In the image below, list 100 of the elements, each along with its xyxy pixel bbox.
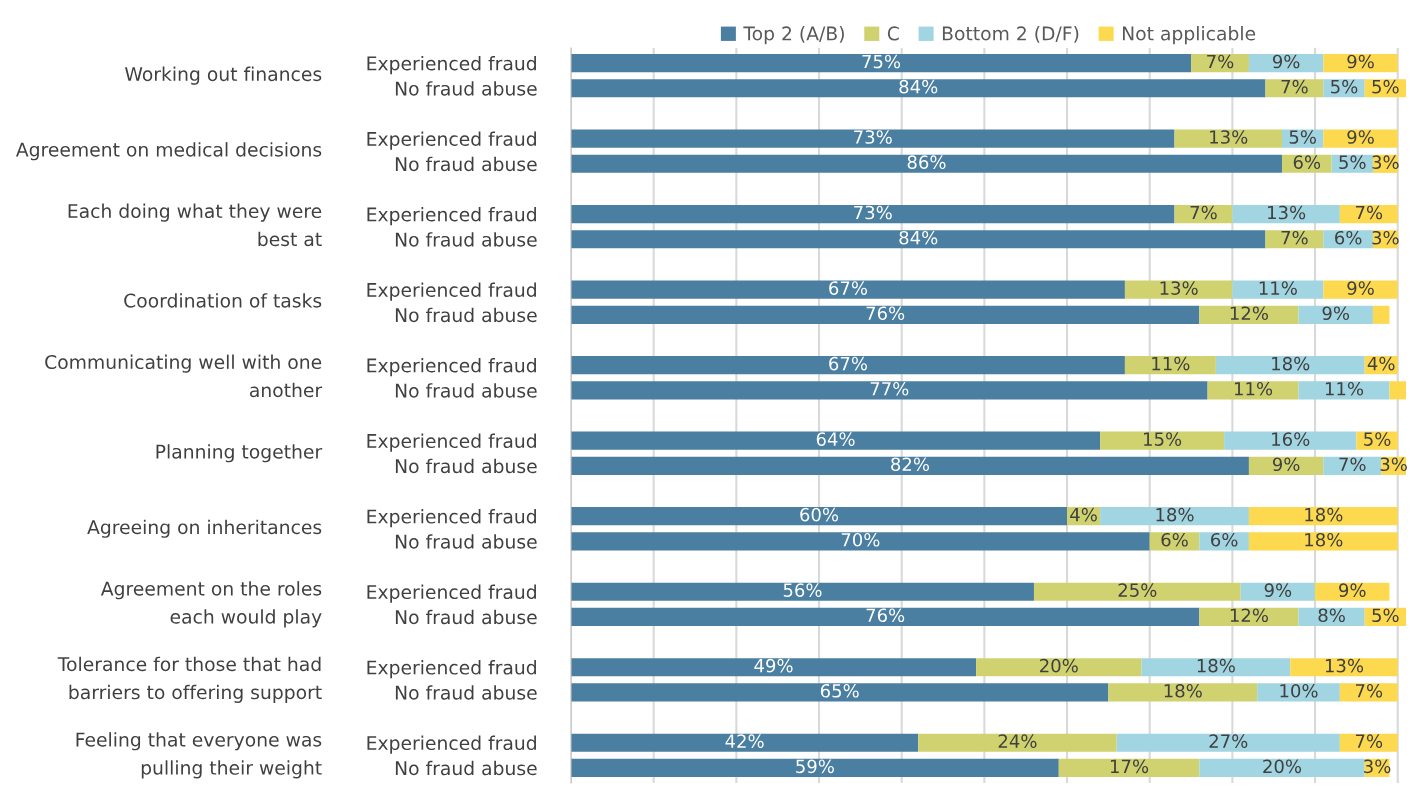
data-label: 11% (1325, 381, 1364, 396)
data-label: 18% (1156, 507, 1194, 522)
data-label: 27% (1209, 734, 1248, 748)
y-tick-label: Experienced fraud (367, 660, 536, 679)
text: Working out finances (125, 66, 322, 85)
data-label: 7% (1355, 683, 1383, 698)
data-label: 10% (1280, 683, 1318, 698)
y-tick-label: No fraud abuse (395, 534, 537, 549)
text: Agreement on medical decisions (15, 142, 322, 161)
data-label: 13% (1268, 205, 1306, 220)
y-tick-label: Experienced fraud (367, 509, 536, 528)
data-label: 13% (1160, 281, 1198, 295)
data-label: 6% (1335, 230, 1362, 245)
data-label: 12% (1230, 608, 1268, 623)
data-label: 76% (866, 306, 905, 321)
data-label: 7% (1190, 205, 1217, 220)
y-tick-label: No fraud abuse (395, 685, 537, 700)
data-label: 82% (891, 457, 930, 472)
data-label: 7% (1339, 457, 1366, 472)
data-label: 7% (1355, 205, 1383, 220)
data-label: 18% (1197, 658, 1235, 673)
data-label: 18% (1305, 532, 1343, 547)
data-label: 9% (1347, 54, 1374, 69)
data-label: 11% (1152, 356, 1190, 371)
text: Feeling that everyone was pulling their weight (76, 732, 322, 779)
data-label: 64% (816, 432, 855, 446)
data-label: 15% (1144, 432, 1182, 446)
y-tick-label: Experienced fraud (367, 131, 536, 150)
data-label: 49% (754, 658, 793, 673)
y-tick-label: Experienced fraud (367, 584, 536, 603)
data-label: 5% (1339, 155, 1366, 170)
data-label: 9% (1347, 281, 1374, 295)
data-label: 9% (1347, 130, 1374, 144)
y-tick-label: Experienced fraud (367, 207, 536, 226)
data-label: 75% (862, 54, 901, 69)
data-label: 7% (1281, 230, 1308, 245)
data-label: 67% (829, 356, 868, 371)
data-label: 86% (907, 155, 946, 170)
y-tick-label: Experienced fraud (367, 433, 536, 452)
data-label: 9% (1322, 306, 1350, 321)
data-label: 76% (866, 608, 905, 623)
text: Each doing what they were best at (68, 203, 322, 247)
data-label: 24% (998, 734, 1037, 748)
data-label: 56% (783, 583, 822, 597)
data-label: 4% (1367, 356, 1395, 371)
data-label: 59% (796, 759, 834, 774)
data-label: 5% (1364, 432, 1391, 446)
data-label: 20% (1040, 658, 1078, 673)
data-label: 8% (1318, 608, 1345, 623)
legend-label: C (887, 26, 899, 41)
data-label: 84% (899, 230, 938, 245)
data-label: 9% (1264, 583, 1292, 597)
y-tick-label: No fraud abuse (395, 458, 537, 474)
y-tick-label: Experienced fraud (367, 358, 536, 377)
legend-label: Not applicable (1122, 26, 1256, 45)
y-tick-label: Experienced fraud (367, 735, 536, 754)
data-label: 9% (1272, 457, 1300, 472)
data-label: 18% (1305, 507, 1343, 522)
data-label: 4% (1070, 507, 1097, 522)
data-label: 17% (1110, 759, 1149, 774)
data-label: 84% (899, 79, 938, 94)
text: Agreeing on inheritances (87, 519, 322, 538)
y-tick-label: No fraud abuse (395, 156, 537, 172)
data-label: 60% (800, 507, 839, 522)
data-label: 13% (1325, 658, 1364, 673)
y-tick-label: Experienced fraud (367, 55, 536, 75)
data-label: 18% (1164, 683, 1202, 698)
text: Tolerance for those that had barriers to offering support (57, 656, 322, 703)
data-label: 65% (820, 683, 859, 698)
data-label: 73% (854, 130, 892, 144)
y-tick-label: No fraud abuse (395, 232, 537, 247)
y-tick-label: No fraud abuse (395, 307, 537, 323)
y-tick-label: No fraud abuse (395, 609, 537, 625)
data-label: 73% (854, 205, 892, 220)
data-label: 7% (1207, 54, 1234, 69)
y-tick-label: Experienced fraud (367, 282, 536, 301)
data-label: 7% (1281, 79, 1308, 94)
y-tick-label: No fraud abuse (395, 81, 537, 96)
data-label: 16% (1272, 432, 1310, 446)
data-label: 11% (1259, 281, 1297, 295)
text: Communicating well with one another (45, 354, 323, 398)
data-label: 11% (1234, 381, 1273, 396)
data-label: 5% (1372, 608, 1399, 623)
data-label: 12% (1230, 306, 1268, 321)
text: Planning together (156, 444, 323, 463)
data-label: 6% (1161, 532, 1188, 547)
data-label: 6% (1211, 532, 1238, 547)
y-tick-label: No fraud abuse (395, 383, 537, 398)
data-label: 5% (1372, 79, 1399, 94)
legend-label: Bottom 2 (D/F) (942, 26, 1079, 43)
data-label: 67% (829, 281, 868, 295)
data-label: 6% (1293, 155, 1321, 170)
data-label: 70% (841, 532, 880, 547)
data-label: 9% (1272, 54, 1300, 69)
data-label: 5% (1331, 79, 1358, 94)
data-label: 9% (1339, 583, 1366, 597)
data-label: 13% (1210, 130, 1248, 144)
data-label: 42% (725, 734, 764, 748)
data-label: 7% (1355, 734, 1383, 748)
text: Agreement on the roles each would play (100, 581, 322, 628)
